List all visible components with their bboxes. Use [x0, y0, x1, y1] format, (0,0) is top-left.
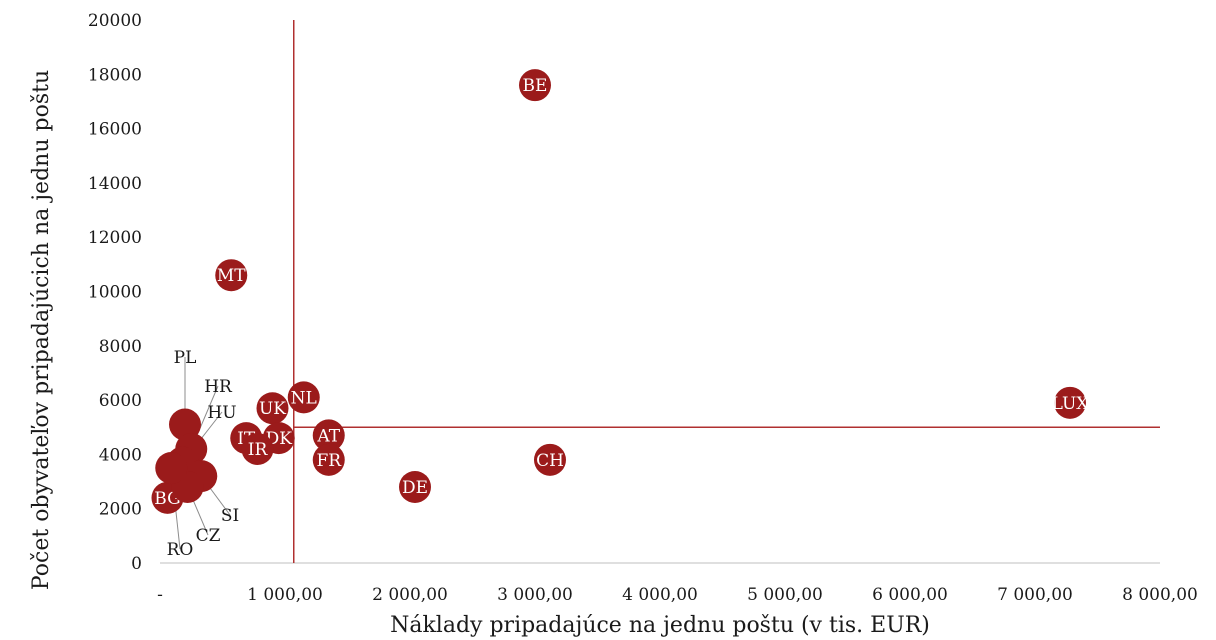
callout-label: HU	[207, 403, 236, 423]
y-tick-label: 12000	[88, 228, 142, 248]
data-point-label: DE	[402, 478, 428, 498]
data-point-label: CH	[536, 451, 564, 471]
x-tick-label: 6 000,00	[872, 585, 948, 605]
x-tick-label: -	[157, 585, 163, 605]
data-point-label: UK	[259, 399, 286, 419]
data-point: IR	[241, 432, 274, 465]
data-point	[169, 408, 201, 441]
y-tick-label: 10000	[88, 283, 142, 303]
data-point: DE	[399, 470, 431, 503]
data-point-label: LUX	[1052, 394, 1090, 414]
data-point-label: NL	[291, 388, 317, 408]
x-tick-label: 4 000,00	[622, 585, 698, 605]
y-tick-label: 0	[131, 554, 142, 574]
data-point	[155, 451, 188, 484]
data-point: FR	[312, 443, 345, 476]
callout-label: CZ	[196, 526, 221, 546]
data-point: BE	[519, 69, 551, 102]
callout-label: RO	[167, 540, 194, 560]
data-point-bubble	[169, 408, 201, 441]
data-point: MT	[215, 259, 248, 292]
data-point-bubble	[399, 470, 431, 503]
data-point: UK	[256, 392, 289, 425]
x-tick-label: 5 000,00	[747, 585, 823, 605]
y-tick-label: 6000	[99, 391, 142, 411]
data-point: AT	[312, 419, 345, 452]
data-point-bubble	[534, 443, 566, 476]
data-point-label: MT	[217, 266, 246, 286]
data-point-bubble	[287, 381, 320, 414]
data-point: LUX	[1052, 386, 1090, 419]
data-point-bubble	[519, 69, 551, 102]
y-tick-label: 8000	[99, 337, 142, 357]
x-axis-title: Náklady pripadajúce na jednu poštu (v ti…	[390, 613, 930, 638]
data-point-bubble	[312, 443, 345, 476]
x-tick-label: 3 000,00	[497, 585, 573, 605]
data-point: CH	[534, 443, 566, 476]
data-point-bubble	[1054, 386, 1086, 419]
y-axis-title: Počet obyvateľov pripadajúcich na jednu …	[29, 70, 54, 590]
data-point-label: BE	[523, 76, 548, 96]
data-point-bubble	[215, 259, 248, 292]
x-tick-label: 1 000,00	[247, 585, 323, 605]
data-point-bubble	[312, 419, 345, 452]
data-point: NL	[287, 381, 320, 414]
x-tick-label: 8 000,00	[1122, 585, 1198, 605]
callout-label: HR	[204, 377, 233, 397]
x-tick-label: 7 000,00	[997, 585, 1073, 605]
data-point-label: AT	[316, 426, 340, 446]
y-tick-label: 18000	[88, 65, 142, 85]
data-point-bubble	[256, 392, 289, 425]
x-tick-label: 2 000,00	[372, 585, 448, 605]
data-point-label: IR	[248, 440, 269, 460]
y-tick-label: 14000	[88, 174, 142, 194]
data-point-bubble	[155, 451, 188, 484]
y-tick-label: 16000	[88, 120, 142, 140]
data-point-label: FR	[316, 451, 342, 471]
callout-label: PL	[174, 348, 197, 368]
y-tick-label: 20000	[88, 11, 142, 31]
callout-label: SI	[221, 506, 239, 526]
data-point-bubble	[241, 432, 274, 465]
y-tick-label: 2000	[99, 500, 142, 520]
y-tick-label: 4000	[99, 445, 142, 465]
